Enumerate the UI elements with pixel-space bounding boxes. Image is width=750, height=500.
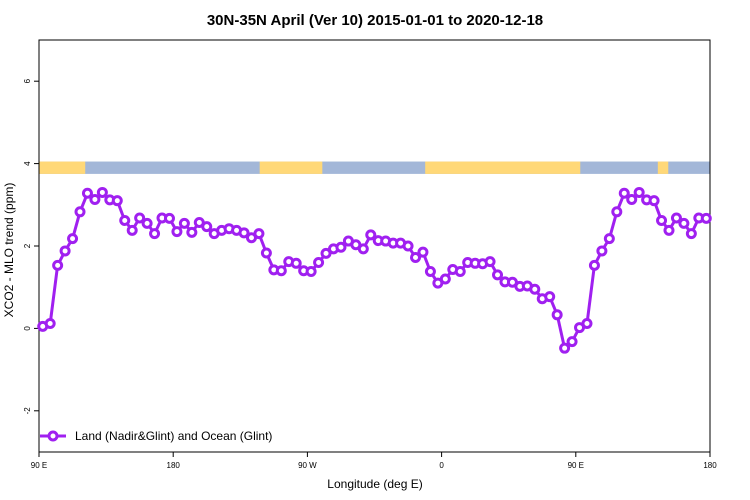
x-axis: 90 E 180 90 W 0 90 E 180 [31,452,717,470]
data-point [618,187,630,199]
y-axis-title: XCO2 - MLO trend (ppm) [2,183,16,318]
data-point [335,241,347,253]
data-point [357,243,369,255]
data-point [119,214,131,226]
land-strip-segment [657,161,669,174]
data-point [253,228,265,240]
data-point [275,265,287,277]
land-strip-segment [259,161,323,174]
data-point [320,247,332,259]
chart-title: 30N-35N April (Ver 10) 2015-01-01 to 202… [207,12,543,29]
y-axis: -2 0 2 4 6 [23,78,39,414]
data-point [74,206,86,218]
data-point [52,259,64,271]
data-point [603,233,615,245]
land-strip-segment [39,161,86,174]
data-point [402,240,414,252]
x-tick-label: 90 W [298,461,317,470]
data-point [201,221,213,233]
x-tick-label: 90 E [568,461,584,470]
data-point [678,217,690,229]
y-tick-label: 6 [23,78,32,83]
plot-area [38,39,711,453]
legend-label: Land (Nadir&Glint) and Ocean (Glint) [75,429,272,443]
legend: Land (Nadir&Glint) and Ocean (Glint) [40,429,272,443]
data-point [581,317,593,329]
data-point [611,206,623,218]
x-tick-label: 180 [167,461,181,470]
data-point [260,247,272,259]
data-point [670,212,682,224]
x-tick-label: 0 [439,461,444,470]
data-point [492,269,504,281]
series-layer [37,186,712,354]
data-point [656,214,668,226]
data-point [454,266,466,278]
data-point [89,193,101,205]
data-point [149,228,161,240]
data-point [59,245,71,257]
data-point [81,187,93,199]
data-point [365,229,377,241]
data-point [186,226,198,238]
data-point [544,291,556,303]
data-point [559,342,571,354]
data-point [551,309,563,321]
data-point [96,186,108,198]
y-tick-label: -2 [23,407,32,415]
data-point [626,193,638,205]
data-point [484,256,496,268]
data-point [238,227,250,239]
data-point [178,217,190,229]
legend-marker [47,430,59,442]
data-point [700,212,712,224]
data-point [67,233,79,245]
data-point [439,273,451,285]
data-point [44,317,56,329]
x-axis-title: Longitude (deg E) [327,477,422,491]
data-point [566,336,578,348]
data-point [111,195,123,207]
y-tick-label: 4 [23,161,32,166]
data-point [171,226,183,238]
data-point [663,224,675,236]
data-point [410,252,422,264]
data-point [313,256,325,268]
x-tick-label: 180 [703,461,717,470]
data-point [163,212,175,224]
x-tick-label: 90 E [31,461,47,470]
data-point [633,186,645,198]
data-point [290,257,302,269]
data-point [529,283,541,295]
y-tick-label: 0 [23,326,32,331]
land-ocean-strip [39,161,710,174]
data-point [126,224,138,236]
data-point [305,266,317,278]
data-point [685,228,697,240]
data-point [417,246,429,258]
data-point [648,195,660,207]
data-point [596,245,608,257]
data-point [134,212,146,224]
data-point [588,259,600,271]
data-point [141,217,153,229]
ocean-strip [39,161,710,174]
data-point [424,266,436,278]
land-strip-segment [425,161,581,174]
y-tick-label: 2 [23,243,32,248]
